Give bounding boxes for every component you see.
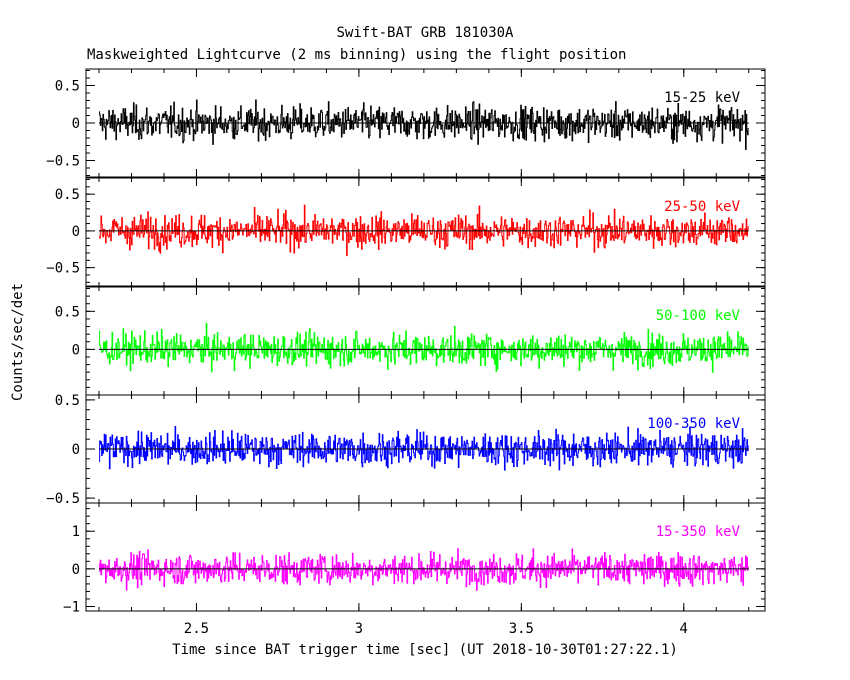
x-tick-label: 2.5 [184, 621, 209, 637]
chart-subtitle: Maskweighted Lightcurve (2 ms binning) u… [87, 47, 626, 63]
panel-2: −0.5 0 0.5 25-50 keV [46, 177, 766, 287]
panel-4: −0.5 0 0.5 100-350 keV [46, 393, 766, 507]
y-tick-label: −0.5 [46, 491, 80, 507]
series-label: 100-350 keV [647, 416, 740, 432]
series-line-3 [99, 323, 749, 373]
panel-frame [85, 177, 766, 287]
y-tick-label: 0 [72, 116, 80, 132]
panel-5: −1 0 1 15-350 keV [63, 502, 766, 615]
y-tick-label: 0 [72, 562, 80, 578]
series-label: 15-350 keV [656, 524, 741, 540]
y-tick-label: −0.5 [46, 261, 80, 277]
series-line-5 [99, 548, 749, 591]
series-label: 25-50 keV [664, 199, 740, 215]
panel-1: −0.5 0 0.5 15-25 keV [46, 68, 766, 178]
y-tick-label: 0 [72, 342, 80, 358]
panel-frame [85, 502, 766, 612]
x-axis: 2.5 3 3.5 4 [184, 621, 688, 637]
y-tick-label: 0 [72, 442, 80, 458]
x-tick-label: 4 [680, 621, 688, 637]
y-tick-label: 0.5 [55, 304, 80, 320]
x-tick-label: 3.5 [509, 621, 534, 637]
y-axis-label: Counts/sec/det [10, 283, 26, 401]
y-tick-label: 0 [72, 224, 80, 240]
series-label: 15-25 keV [664, 90, 740, 106]
y-tick-label: 0.5 [55, 187, 80, 203]
x-axis-label: Time since BAT trigger time [sec] (UT 20… [172, 642, 678, 658]
panels-group: −0.5 0 0.5 15-25 keV −0.5 0 0.5 25-50 keV 0 0.5 50… [46, 68, 766, 615]
series-line-1 [99, 99, 749, 150]
series-line-4 [99, 426, 749, 471]
x-tick-label: 3 [355, 621, 363, 637]
series-line-2 [99, 204, 749, 257]
chart-title: Swift-BAT GRB 181030A [336, 25, 514, 41]
y-tick-label: 1 [72, 524, 80, 540]
y-tick-label: −1 [63, 599, 80, 615]
y-tick-label: −0.5 [46, 154, 80, 170]
y-tick-label: 0.5 [55, 393, 80, 409]
series-label: 50-100 keV [656, 308, 741, 324]
panel-3: 0 0.5 50-100 keV [55, 286, 766, 396]
y-tick-label: 0.5 [55, 79, 80, 95]
